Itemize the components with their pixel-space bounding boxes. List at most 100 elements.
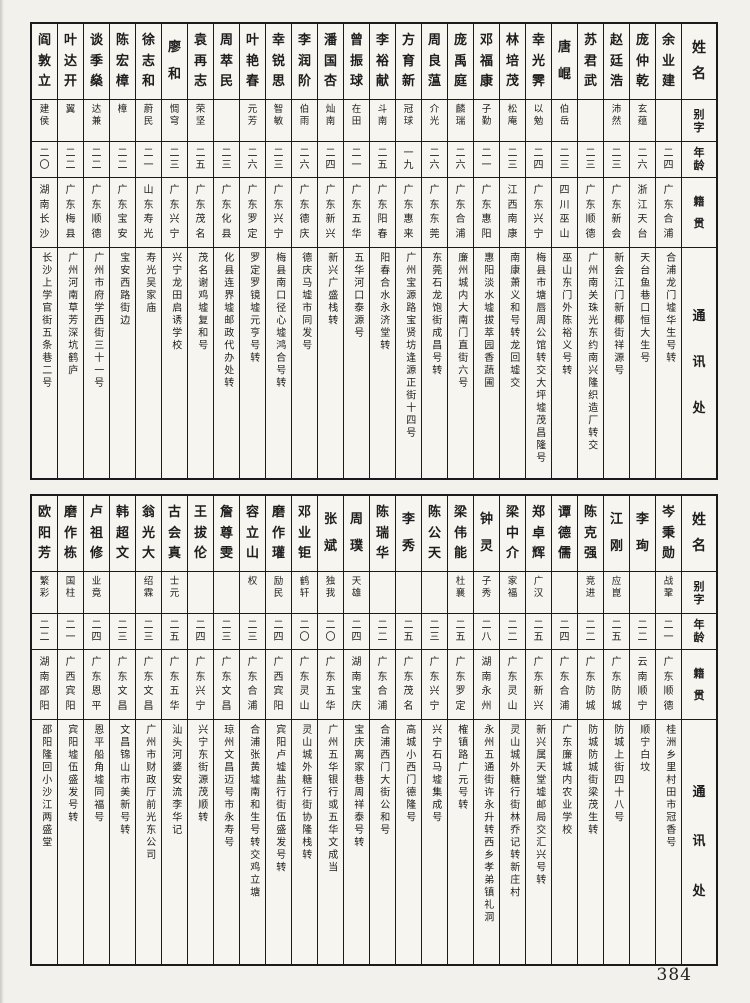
address-cell: 罗定罗镜墟元亨号转: [247, 252, 259, 365]
person-column: 袁再志荣坚二五广东茂名茂名谢鸡墟复和号: [188, 24, 214, 478]
origin-cell: 广东德庆: [292, 178, 317, 248]
person-column: 幸光霁以勉二四广东兴宁梅县市塘唇周公馆转交大坪墟茂昌隆号: [526, 24, 552, 478]
origin-cell: 广东灵山: [500, 650, 525, 720]
origin-cell: 广东宝安: [110, 178, 135, 248]
zi-cell: 业竟: [84, 572, 109, 614]
origin-cell: 湖南宝庆: [344, 650, 369, 720]
person-column: 廖和惆穹二三广东兴宁兴宁龙田启诱学校: [162, 24, 188, 478]
zi-cell: [656, 100, 681, 142]
person-column: 方育新冠球一九广东惠来广州宝源路宝贤坊逢源正街十四号: [396, 24, 422, 478]
person-column: 翁光大绍霖二三广东文昌广州市财政厅前光东公司: [136, 496, 162, 964]
person-column: 磨作瓘励民二四广西宾阳宾阳卢墟盐行街伍盛发号转: [266, 496, 292, 964]
person-column: 古会真士元二五广东五华汕头河婆安流李华记: [162, 496, 188, 964]
age-cell: 二二: [32, 614, 57, 650]
name-cell: 余业建: [656, 24, 681, 100]
name-cell: 周良蕰: [422, 24, 447, 100]
person-column: 陈宏樟樟二二广东宝安宝安西路街边: [110, 24, 136, 478]
person-column: 李润阶伯雨二六广东德庆德庆马墟市同发号: [292, 24, 318, 478]
person-column: 曾振球在田二一广东五华五华河口泰源号: [344, 24, 370, 478]
person-column: 郑卓辉广汉二五广东新兴新兴属天堂墟邮局交汇兴号转: [526, 496, 552, 964]
zi-cell: 伯岳: [552, 100, 577, 142]
age-cell: 二三: [214, 614, 239, 650]
age-cell: 二二: [370, 614, 395, 650]
age-cell: 二〇: [318, 614, 343, 650]
header-age-label: 年龄: [682, 614, 716, 650]
origin-cell: 广东合浦: [448, 178, 473, 248]
address-cell: 兴宁石马墟集成号: [429, 724, 441, 824]
age-cell: 二三: [604, 142, 629, 178]
zi-cell: 应崑: [604, 572, 629, 614]
zi-cell: [396, 572, 421, 614]
origin-cell: 广东兴宁: [266, 178, 291, 248]
zi-cell: 麟瑞: [448, 100, 473, 142]
zi-cell: 翼: [58, 100, 83, 142]
age-cell: 二四: [552, 614, 577, 650]
origin-cell: 广东文昌: [110, 650, 135, 720]
age-cell: 二一: [656, 614, 681, 650]
age-cell: 二三: [136, 614, 161, 650]
person-column: 磨作栋国柱二一广西宾阳宾阳墟伍盛发号转: [58, 496, 84, 964]
person-column: 谭德儒二四广东合浦广东廉城内农业学校: [552, 496, 578, 964]
address-cell: 琼州文昌迈号市永寿号: [221, 724, 233, 849]
name-cell: 李裕献: [370, 24, 395, 100]
age-cell: 二四: [526, 142, 551, 178]
zi-cell: [110, 572, 135, 614]
person-column: 钟灵子秀二八湖南永州永州五通街许永升转西乡孝弟镇礼洞: [474, 496, 500, 964]
name-cell: 阎敦立: [32, 24, 57, 100]
zi-cell: 杜襄: [448, 572, 473, 614]
address-cell: 宝庆离家巷周祥泰号转: [351, 724, 363, 849]
person-column: 徐志和蔚民二一山东寿光寿光吴家庙: [136, 24, 162, 478]
name-cell: 卢祖修: [84, 496, 109, 572]
address-cell: 茂名谢鸡墟复和号: [195, 252, 207, 352]
person-column: 阎敦立建侯二〇湖南长沙长沙上学官街五条巷二号: [32, 24, 58, 478]
age-cell: 二五: [526, 614, 551, 650]
address-cell: 新会江门新椰街祥源号: [611, 252, 623, 377]
age-cell: 二一: [474, 142, 499, 178]
zi-cell: 介光: [422, 100, 447, 142]
zi-cell: 沛然: [604, 100, 629, 142]
person-column: 幸锐思智敏二三广东兴宁梅县南口径心墟鸿合号转: [266, 24, 292, 478]
origin-cell: 广东罗定: [240, 178, 265, 248]
name-cell: 李珣: [630, 496, 655, 572]
age-cell: 二〇: [292, 614, 317, 650]
age-cell: 二三: [266, 142, 291, 178]
origin-cell: 湖南邵阳: [32, 650, 57, 720]
name-cell: 张斌: [318, 496, 343, 572]
name-cell: 叶艳春: [240, 24, 265, 100]
name-cell: 曾振球: [344, 24, 369, 100]
zi-cell: 斗南: [370, 100, 395, 142]
age-cell: 二三: [110, 614, 135, 650]
name-cell: 潘国杏: [318, 24, 343, 100]
name-cell: 叶达开: [58, 24, 83, 100]
origin-cell: 广西宾阳: [266, 650, 291, 720]
zi-cell: 国柱: [58, 572, 83, 614]
name-cell: 徐志和: [136, 24, 161, 100]
name-cell: 欧阳芳: [32, 496, 57, 572]
address-cell: 合浦龙门墟华生号转: [663, 252, 675, 365]
origin-cell: 广东茂名: [396, 650, 421, 720]
zi-cell: 荣坚: [188, 100, 213, 142]
directory-table-top: 阎敦立建侯二〇湖南长沙长沙上学官街五条巷二号叶达开翼二二广东梅县广州河南草芳深坑…: [30, 22, 718, 480]
origin-cell: 广东合浦: [552, 650, 577, 720]
name-cell: 翁光大: [136, 496, 161, 572]
zi-cell: 元芳: [240, 100, 265, 142]
origin-cell: 广东防城: [604, 650, 629, 720]
origin-cell: 广东防城: [578, 650, 603, 720]
zi-cell: 以勉: [526, 100, 551, 142]
name-cell: 庞仲乾: [630, 24, 655, 100]
name-cell: 幸光霁: [526, 24, 551, 100]
zi-cell: [552, 572, 577, 614]
zi-cell: 子秀: [474, 572, 499, 614]
address-cell: 广州宝源路宝贤坊逢源正街十四号: [403, 252, 415, 440]
header-address-label: 通讯处: [692, 309, 706, 416]
zi-cell: 玄蕴: [630, 100, 655, 142]
header-zi-label: 别字: [682, 100, 716, 142]
origin-cell: 广东兴宁: [422, 650, 447, 720]
zi-cell: [188, 572, 213, 614]
header-origin-label: 籍贯: [682, 650, 716, 720]
zi-cell: [214, 100, 239, 142]
origin-cell: 广东灵山: [292, 650, 317, 720]
address-cell: 高城小西门德隆号: [403, 724, 415, 824]
origin-cell: 广东恩平: [84, 650, 109, 720]
person-column: 王拔伦二四广东兴宁兴宁东街源茂顺转: [188, 496, 214, 964]
